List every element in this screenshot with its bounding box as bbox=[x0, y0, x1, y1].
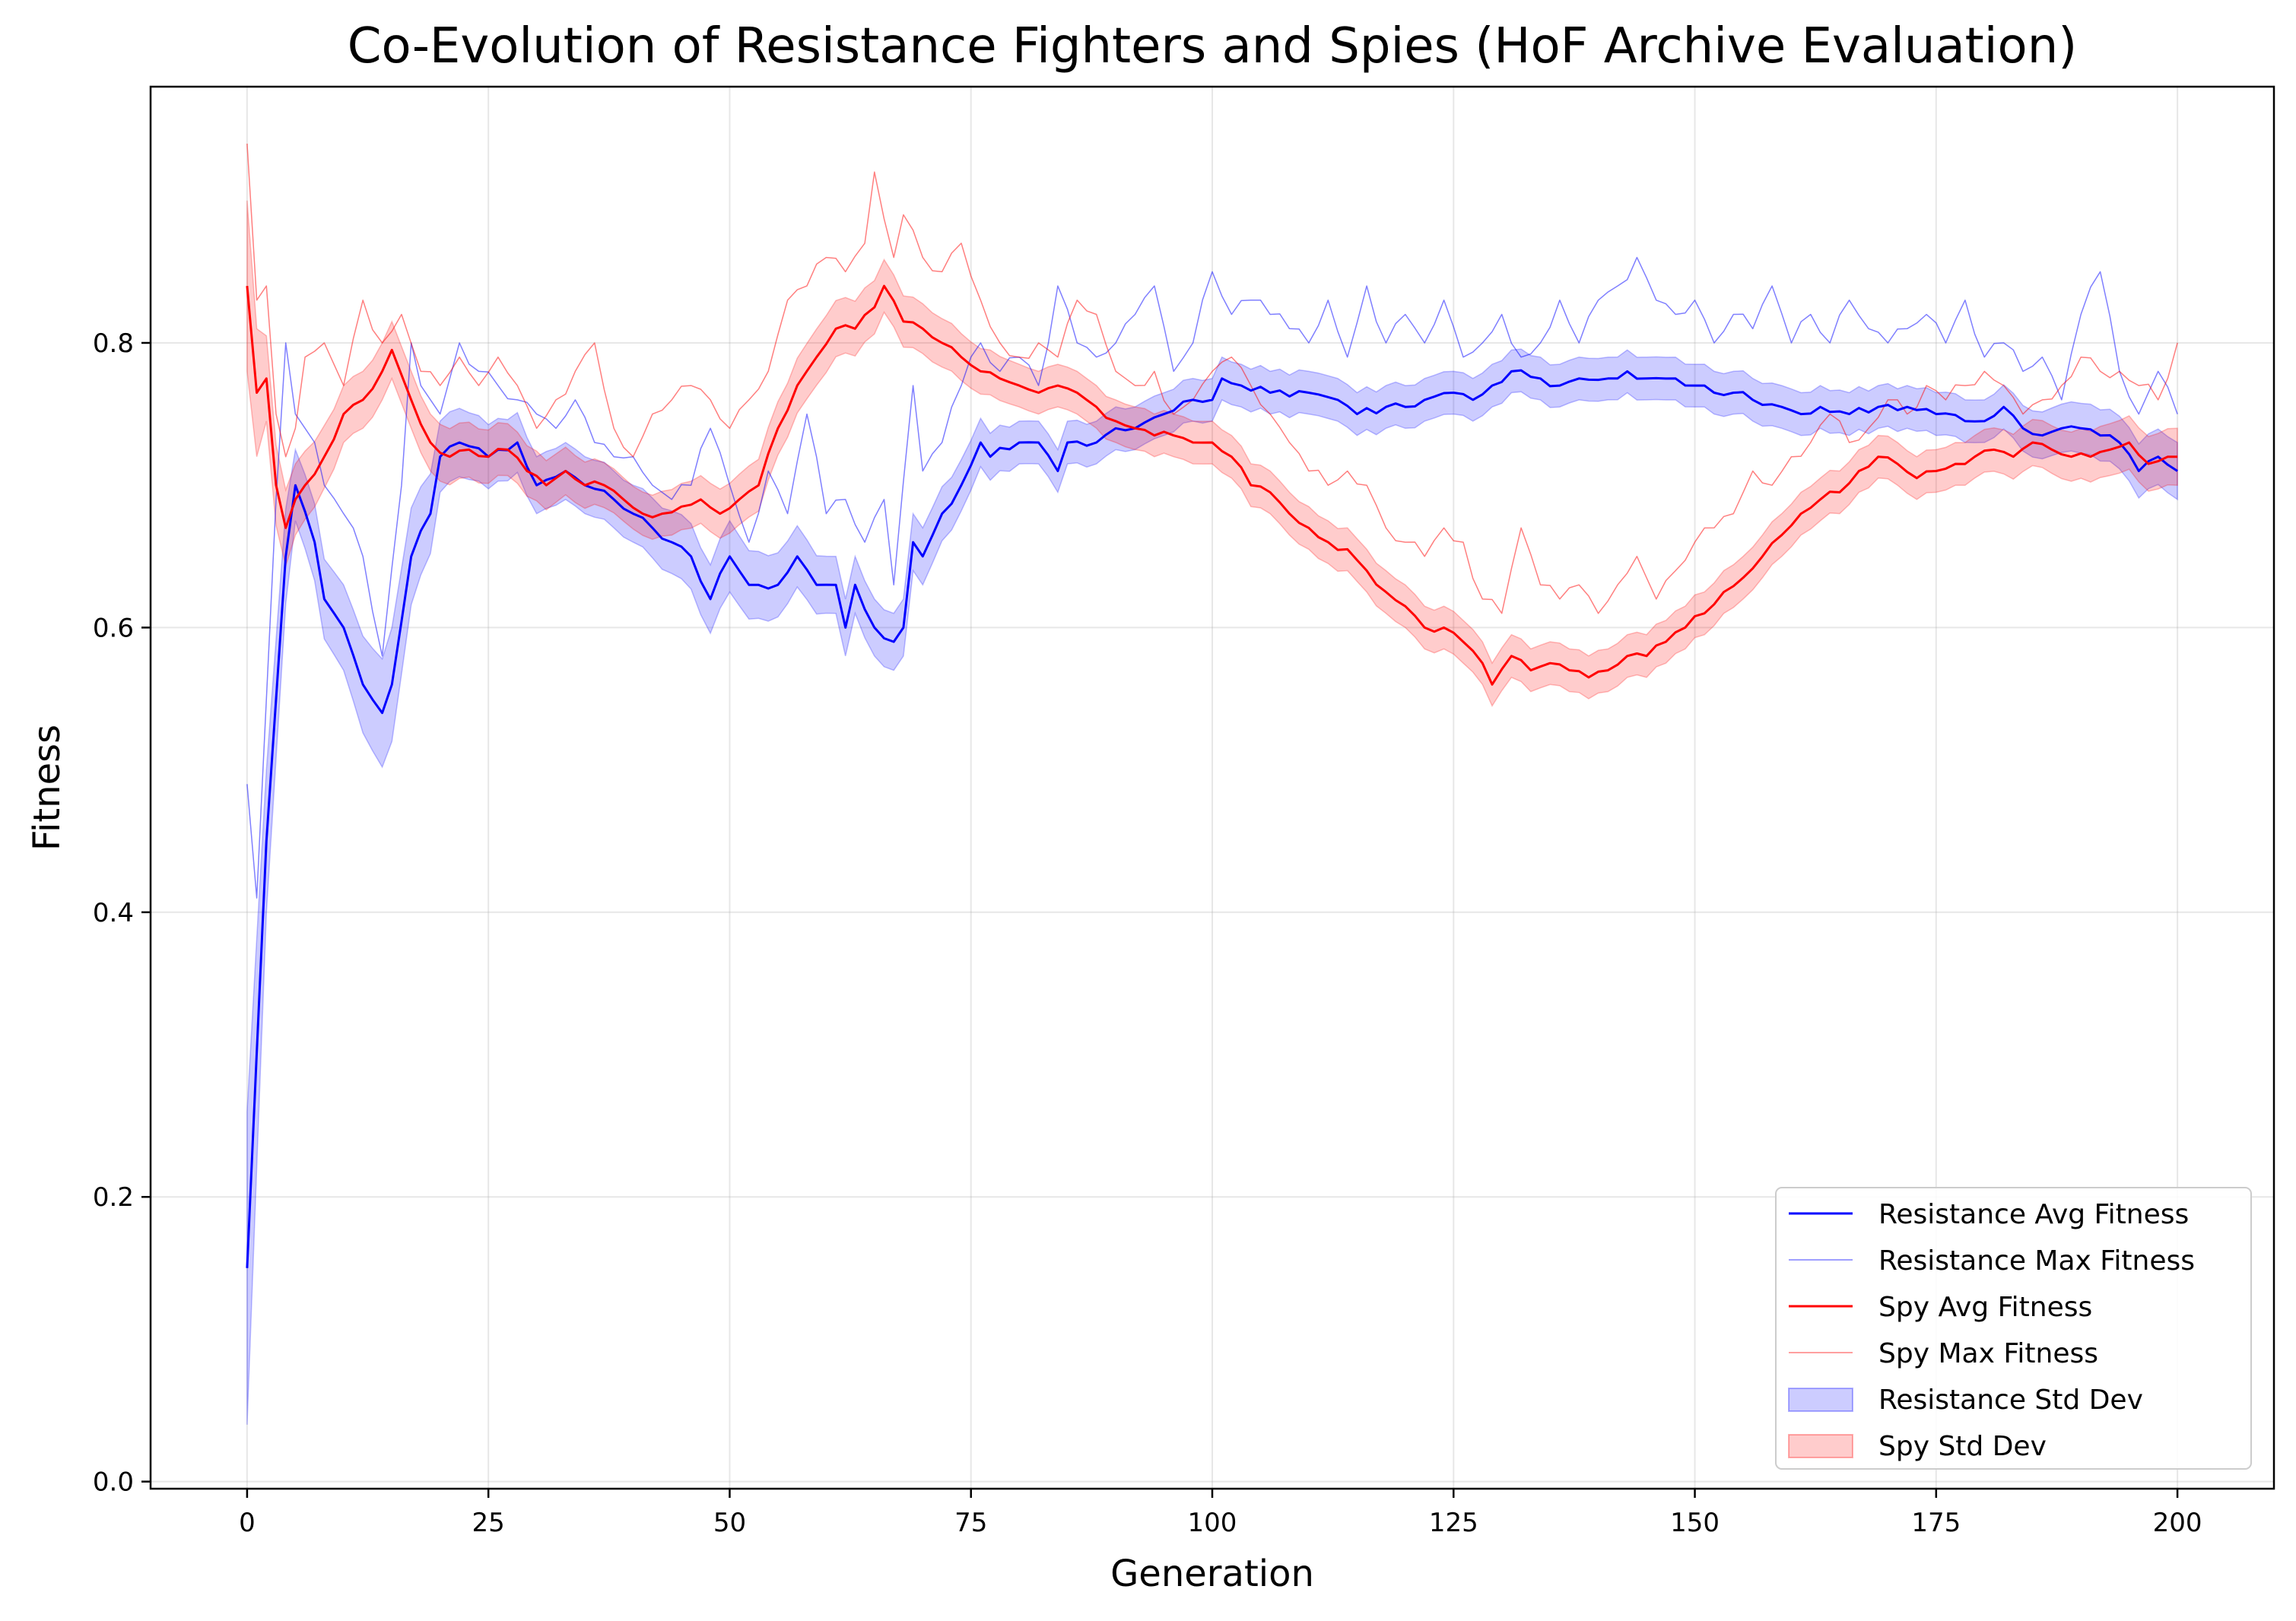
y-tick-label: 0.6 bbox=[93, 613, 134, 643]
spy-std-dev-band bbox=[246, 200, 2178, 707]
y-tick-label: 0.0 bbox=[93, 1467, 134, 1498]
legend-label-spy-avg-fitness: Spy Avg Fitness bbox=[1878, 1292, 2092, 1323]
chart-title: Co-Evolution of Resistance Fighters and … bbox=[348, 18, 2077, 75]
legend-label-spy-std-dev: Spy Std Dev bbox=[1878, 1431, 2047, 1462]
spy-avg-fitness-line bbox=[246, 284, 2178, 686]
legend-label-resistance-std-dev: Resistance Std Dev bbox=[1878, 1385, 2143, 1416]
legend-frame bbox=[1775, 1187, 2252, 1470]
resistance-max-fitness-line bbox=[246, 256, 2178, 899]
legend-label-spy-max-fitness: Spy Max Fitness bbox=[1878, 1338, 2098, 1369]
x-tick-label: 150 bbox=[1670, 1508, 1720, 1538]
legend-swatch-spy-std-dev bbox=[1788, 1434, 1853, 1458]
x-tick-label: 100 bbox=[1188, 1508, 1237, 1538]
x-tick-label: 200 bbox=[2153, 1508, 2202, 1538]
legend-entries: Resistance Avg Fitness Resistance Max Fit… bbox=[1788, 1199, 2195, 1462]
x-tick-label: 175 bbox=[1911, 1508, 1961, 1538]
plot-area bbox=[149, 85, 2275, 1490]
x-tick-label: 75 bbox=[954, 1508, 987, 1538]
y-axis-ticks: 0.0 0.2 0.4 0.6 0.8 bbox=[93, 328, 151, 1498]
x-tick-label: 125 bbox=[1429, 1508, 1478, 1538]
y-axis-label: Fitness bbox=[26, 725, 68, 851]
x-tick-label: 25 bbox=[472, 1508, 505, 1538]
legend-label-resistance-max-fitness: Resistance Max Fitness bbox=[1878, 1245, 2195, 1277]
x-axis-ticks: 0 25 50 75 100 125 150 175 200 bbox=[239, 1489, 2202, 1538]
legend: Resistance Avg Fitness Resistance Max Fit… bbox=[1775, 1187, 2252, 1470]
x-axis-label: Generation bbox=[1110, 1553, 1314, 1595]
spy-max-fitness-line bbox=[246, 143, 2178, 614]
x-tick-label: 50 bbox=[713, 1508, 746, 1538]
y-tick-label: 0.8 bbox=[93, 328, 134, 359]
y-tick-label: 0.2 bbox=[93, 1182, 134, 1213]
legend-swatch-resistance-std-dev bbox=[1788, 1388, 1853, 1412]
y-tick-label: 0.4 bbox=[93, 898, 134, 928]
legend-label-resistance-avg-fitness: Resistance Avg Fitness bbox=[1878, 1199, 2189, 1230]
series-lines bbox=[246, 143, 2178, 1268]
x-tick-label: 0 bbox=[239, 1508, 256, 1538]
